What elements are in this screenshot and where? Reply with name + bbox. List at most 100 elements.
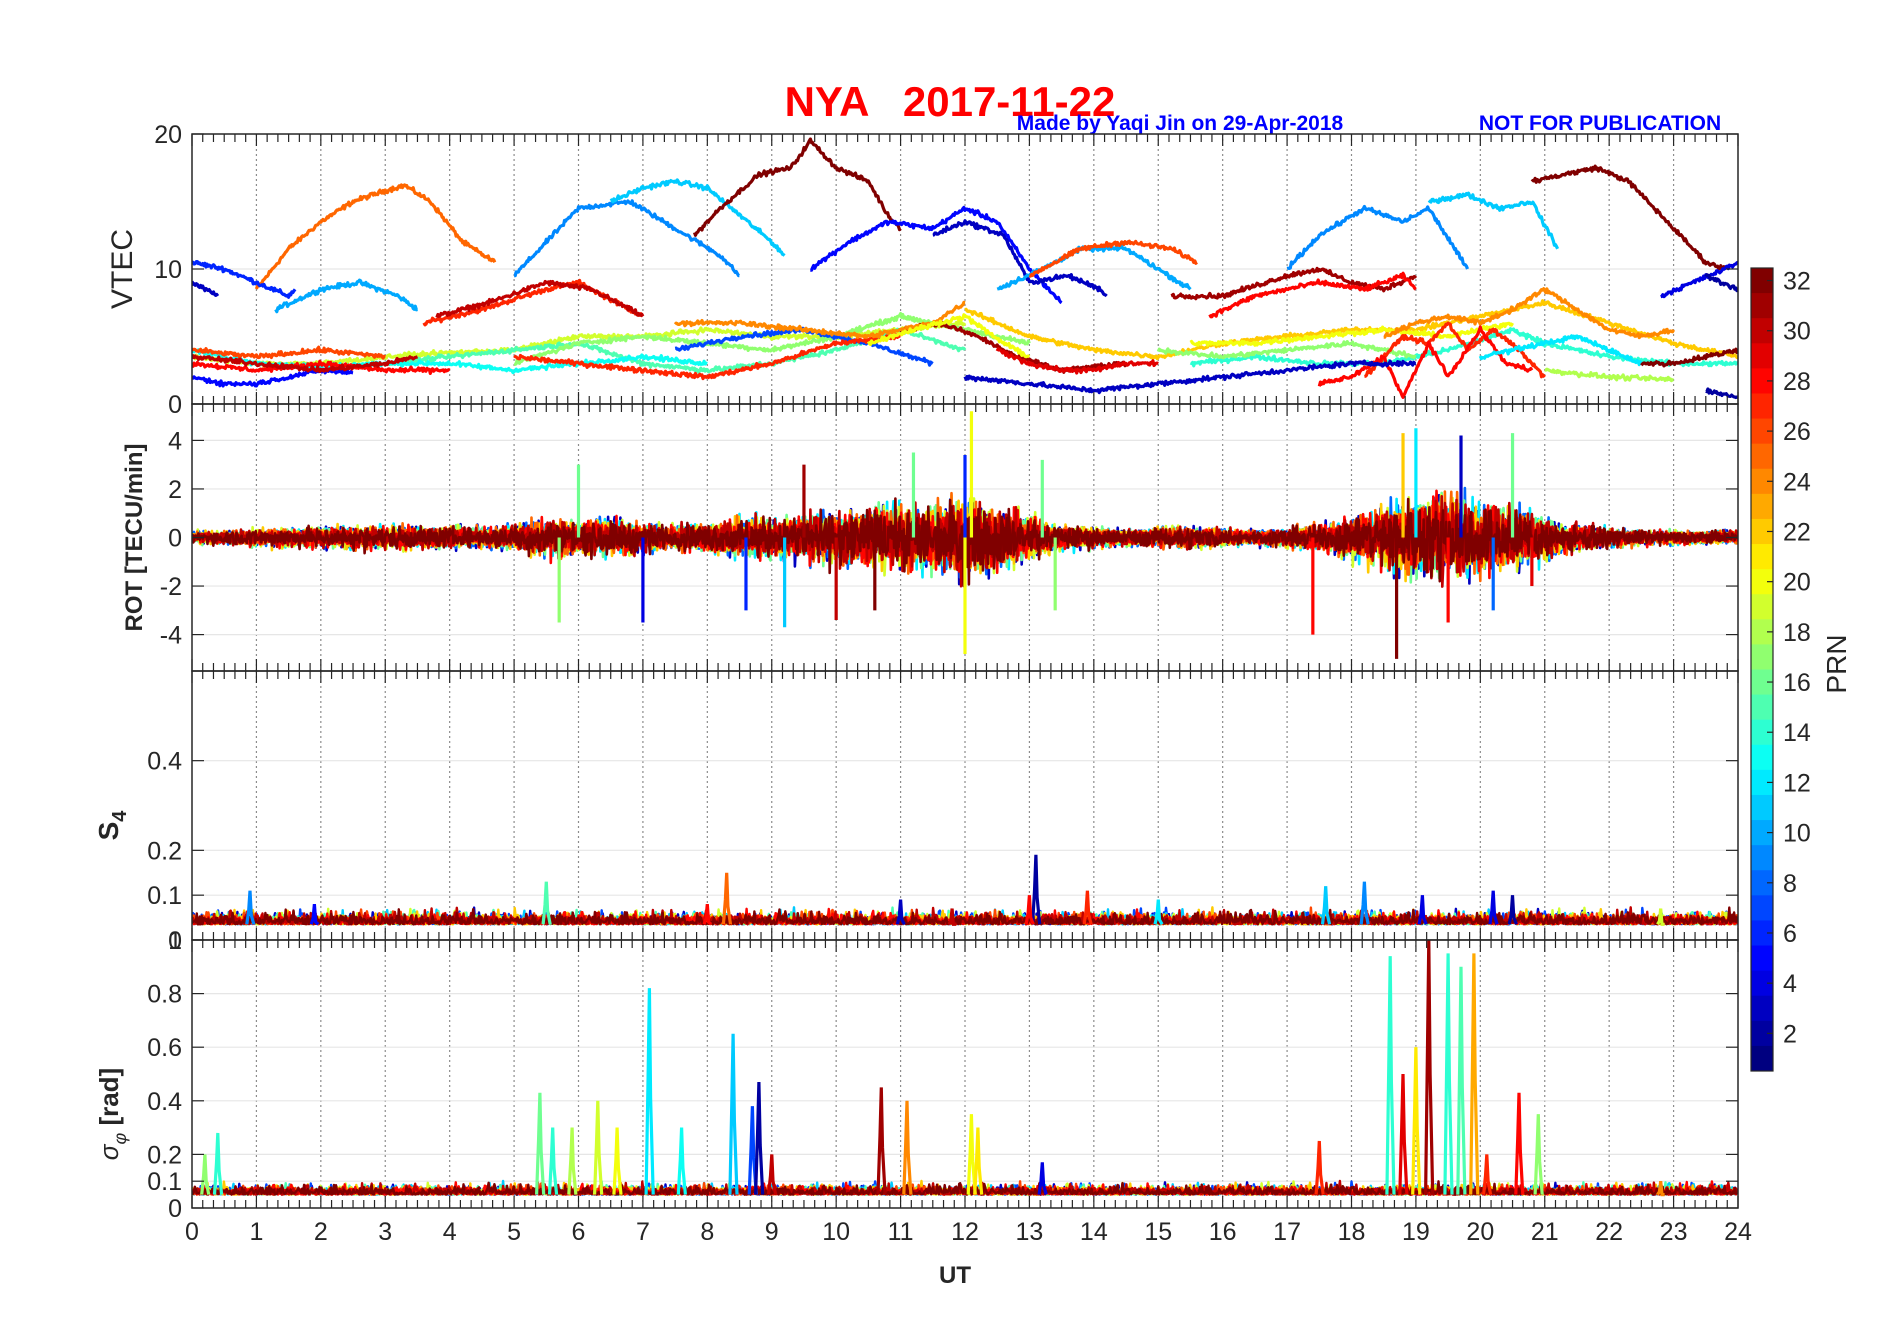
ylabel-sigma-unit: [rad]	[94, 1068, 124, 1133]
vtec-series-prn6-2	[192, 260, 297, 299]
s4-spike-14	[1507, 895, 1518, 925]
s4-spike-9	[1153, 899, 1164, 926]
sigma-spike-22	[1443, 953, 1454, 1195]
vtec-series-prn24-30	[1383, 287, 1676, 340]
vtec-series-prn32-8	[692, 137, 902, 237]
xtick-label-13: 13	[1016, 1218, 1044, 1246]
colorbar-bin-2	[1751, 1020, 1773, 1047]
colorbar-tick-label-0: 2	[1783, 1020, 1797, 1048]
colorbar-tick-label-13: 28	[1783, 368, 1811, 396]
ytick-label-rot-0: -4	[160, 622, 182, 650]
ytick-label-rot-3: 2	[168, 476, 182, 504]
colorbar-tick-label-1: 4	[1783, 970, 1797, 998]
vtec-series-prn30-44	[192, 353, 419, 374]
colorbar-bin-5	[1751, 945, 1773, 972]
colorbar-tick-label-8: 18	[1783, 619, 1811, 647]
s4-spike-4	[702, 903, 713, 926]
vtec-series-prn28-39	[192, 359, 451, 375]
vtec-series-prn2-19	[1704, 273, 1738, 293]
sigma-spike-14	[966, 1114, 977, 1195]
panel-vtec	[192, 134, 1738, 404]
vtec-series-prn11-16	[1427, 191, 1560, 250]
ytick-label-vtec-1: 10	[154, 256, 182, 284]
colorbar-bin-26	[1751, 418, 1773, 445]
sigma-spike-9	[747, 1106, 758, 1195]
xtick-label-23: 23	[1660, 1218, 1688, 1246]
ytick-label-s4-1: 0.1	[147, 882, 182, 910]
ylabel-rot: ROT [TECU/min]	[121, 444, 148, 632]
vtec-series-prn12-33	[1478, 334, 1643, 367]
colorbar-bin-14	[1751, 719, 1773, 746]
sigma-spike-2	[547, 1127, 559, 1195]
ytick-label-sigma-1: 0.1	[147, 1168, 182, 1196]
vtec-series-prn32-17	[1530, 164, 1727, 271]
colorbar-bin-15	[1751, 694, 1773, 721]
colorbar-bin-4	[1751, 970, 1773, 997]
sigma-spike-24	[1469, 953, 1480, 1195]
colorbar-tick-label-11: 24	[1783, 468, 1811, 496]
colorbar-bin-3	[1751, 995, 1773, 1022]
colorbar-tick-label-14: 30	[1783, 318, 1811, 346]
colorbar-tick-label-12: 26	[1783, 418, 1811, 446]
sigma-trace-prn32	[192, 1180, 1738, 1196]
s4-spike-13	[1488, 890, 1499, 925]
xtick-label-16: 16	[1209, 1218, 1237, 1246]
colorbar-bin-22	[1751, 518, 1773, 545]
xtick-label-6: 6	[572, 1218, 586, 1246]
vtec-series-prn3-10	[932, 219, 1108, 298]
ytick-label-rot-4: 4	[168, 427, 182, 455]
colorbar-bin-18	[1751, 619, 1773, 645]
ylabel-vtec: VTEC	[106, 229, 139, 309]
panel-rot	[192, 404, 1738, 671]
vtec-series-prn25-0	[254, 183, 497, 290]
colorbar-bin-8	[1751, 870, 1773, 896]
sigma-spike-17	[1314, 1140, 1325, 1195]
credit-text: Made by Yaqi Jin on 29-Apr-2018	[1017, 112, 1344, 135]
sigma-spike-11	[766, 1154, 778, 1195]
notice-text: NOT FOR PUBLICATION	[1479, 112, 1721, 135]
s4-spike-3	[721, 872, 733, 925]
sigma-spike-19	[1398, 1073, 1409, 1195]
vtec-series-prn26-12	[1028, 239, 1198, 278]
ytick-label-rot-1: -2	[160, 573, 182, 601]
xtick-label-0: 0	[185, 1218, 199, 1246]
sigma-spike-12	[876, 1087, 887, 1195]
s4-spike-2	[541, 881, 552, 925]
colorbar-tick-label-2: 6	[1783, 920, 1797, 948]
sigma-spike-28	[1656, 1181, 1665, 1197]
colorbar-bin-29	[1751, 343, 1773, 369]
sigma-spike-29	[200, 1154, 211, 1195]
vtec-series-prn9-6	[513, 199, 741, 278]
vtec-series-prn27-41	[513, 333, 902, 381]
vtec-series-prn28-14	[1208, 271, 1417, 319]
vtec-series-prn20-28	[1189, 321, 1514, 347]
colorbar-bin-25	[1751, 443, 1773, 470]
vtec-series-prn9-15	[1286, 204, 1469, 271]
sigma-spike-27	[1533, 1114, 1544, 1195]
vtec-series-prn17-29	[1156, 340, 1417, 360]
colorbar-bin-21	[1751, 544, 1773, 570]
colorbar-bin-28	[1751, 368, 1773, 394]
xtick-label-3: 3	[378, 1218, 392, 1246]
sigma-spike-25	[1482, 1154, 1493, 1195]
vtec-series-prn32-45	[1640, 347, 1738, 368]
colorbar-tick-label-5: 12	[1783, 769, 1811, 797]
ytick-label-sigma-4: 0.6	[147, 1034, 182, 1062]
s4-spike-8	[1082, 890, 1093, 925]
xtick-label-10: 10	[822, 1218, 850, 1246]
ylabel-s4-sub: 4	[109, 810, 131, 822]
colorbar-bin-23	[1751, 493, 1773, 520]
xtick-label-5: 5	[507, 1218, 521, 1246]
sigma-spike-20	[1411, 1047, 1422, 1195]
s4-spike-11	[1359, 881, 1370, 925]
vtec-series-prn18-34	[1544, 367, 1675, 383]
colorbar-bin-19	[1751, 594, 1773, 620]
ytick-label-sigma-2: 0.2	[147, 1141, 182, 1169]
ylabel-sigma: σφ [rad]	[94, 1068, 130, 1160]
ytick-label-sigma-3: 0.4	[147, 1088, 182, 1116]
vtec-series-prn11-7	[609, 178, 786, 257]
sigma-spike-1	[535, 1092, 546, 1195]
vtec-series-prn26-40	[192, 345, 386, 360]
colorbar-bin-30	[1751, 318, 1773, 344]
